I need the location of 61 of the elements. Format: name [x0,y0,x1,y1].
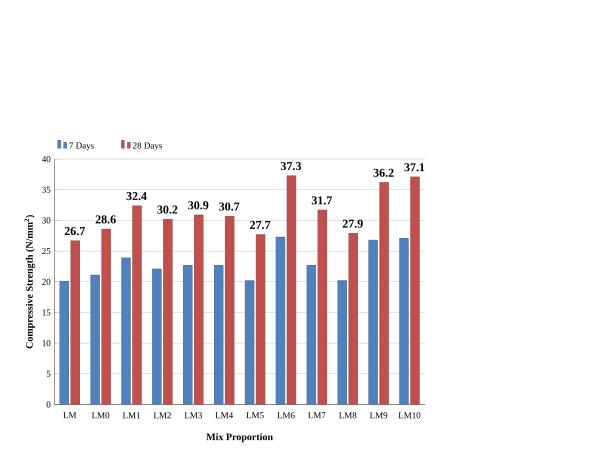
y-tick-label: 30 [42,217,50,224]
bar [399,238,409,404]
x-tick-label: LM10 [398,412,420,418]
bar [132,205,142,404]
x-tick-label: LM3 [184,412,202,418]
bar [194,214,204,404]
bar [70,240,80,404]
x-tick-label: LM4 [215,412,234,418]
bar [286,175,296,404]
data-label: 32.4 [126,192,147,200]
bar [276,236,286,404]
x-tick-label: LM1 [122,412,140,418]
x-axis-title: Mix Proportion [206,432,273,442]
legend-label: 28 Days [132,142,162,150]
bar [101,228,111,404]
bar [338,280,347,404]
bar [224,216,234,404]
data-label: 27.7 [250,220,270,229]
bar [121,257,131,404]
y-axis-title: Compressive Strength (N/mm$^{2}$) [24,214,35,348]
data-label: 28.6 [96,215,116,224]
x-tick-label: LM0 [92,412,110,418]
y-tick-label: 15 [42,309,50,316]
x-tick-label: LM6 [277,412,295,418]
y-tick-label: 0 [46,401,50,408]
y-tick-label: 25 [42,248,50,254]
bar [60,280,69,404]
bar [348,232,358,404]
x-tick-label: LM8 [338,412,356,418]
data-label: 26.7 [64,226,85,235]
bar [90,274,100,404]
y-tick-label: 10 [42,340,50,346]
data-label: 30.2 [157,205,178,214]
bar [163,218,173,404]
bar [368,240,378,404]
x-tick-label: LM9 [370,412,388,418]
bar [306,264,316,404]
x-tick-label: LM [63,412,76,418]
bar [152,268,162,404]
data-label: 30.9 [188,200,208,210]
bar [214,264,224,404]
y-tick-label: 35 [42,186,50,193]
y-tick-label: 5 [46,370,50,377]
y-tick-label: 40 [42,156,50,162]
data-label: 37.3 [280,162,302,170]
x-tick-label: LM5 [246,412,264,418]
bar [183,264,192,404]
x-tick-label: LM2 [154,412,171,418]
legend-label: 7 Days [70,142,94,150]
bar [410,176,420,404]
y-tick-label: 20 [42,278,50,285]
data-label: 37.1 [404,162,424,172]
bar [318,210,328,404]
data-label: 31.7 [312,196,332,204]
data-label: 27.9 [342,219,363,228]
data-label: 36.2 [374,168,394,177]
bar [379,182,389,404]
data-label: 30.7 [219,202,240,210]
x-tick-label: LM7 [308,412,326,418]
bar [244,280,254,404]
bar [256,234,266,404]
